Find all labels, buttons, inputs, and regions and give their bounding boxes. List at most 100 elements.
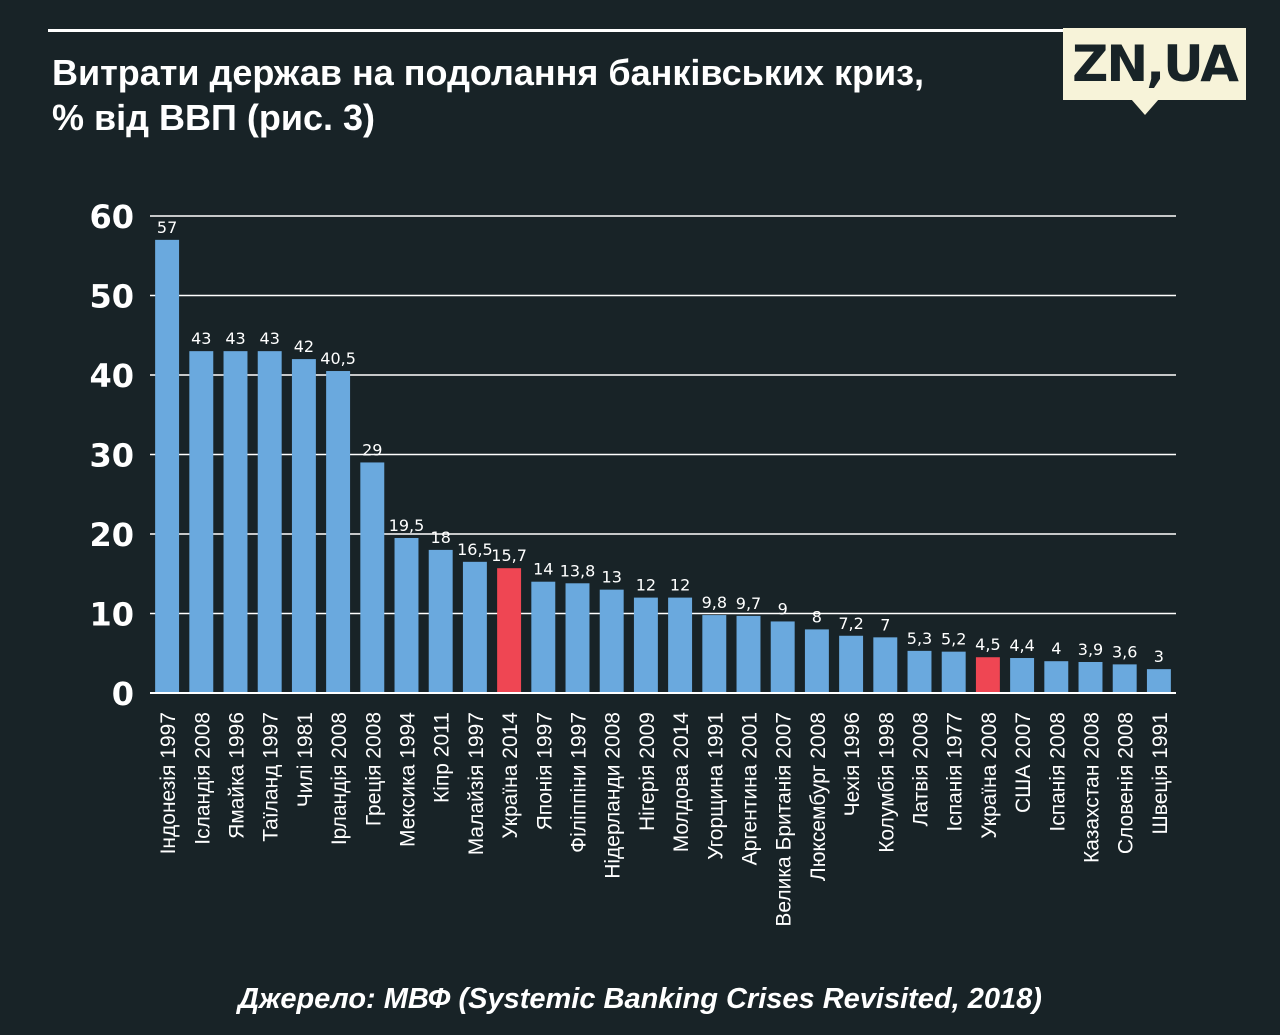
bar (428, 549, 453, 693)
x-tick-label: Ісландія 2008 (191, 712, 214, 845)
x-tick-label: Словенія 2008 (1115, 712, 1138, 854)
bar (291, 359, 316, 693)
chart-title: Витрати держав на подолання банківських … (52, 50, 924, 140)
data-label: 57 (157, 218, 177, 237)
data-label: 43 (225, 329, 245, 348)
data-label: 3 (1154, 647, 1164, 666)
data-label: 7 (880, 615, 890, 634)
y-tick-label: 50 (89, 278, 134, 316)
bar (1078, 661, 1103, 693)
logo-text: ZN,UA (1072, 35, 1239, 93)
data-label: 3,9 (1078, 640, 1103, 659)
bar (804, 629, 829, 693)
y-tick-label: 30 (89, 437, 134, 475)
data-label: 12 (636, 576, 656, 595)
bar (839, 635, 864, 693)
y-tick-label: 60 (89, 198, 134, 236)
data-label: 42 (294, 337, 314, 356)
data-label: 9,8 (702, 593, 727, 612)
data-label: 19,5 (389, 516, 425, 535)
bar (770, 621, 795, 693)
x-tick-label: Малайзія 1997 (465, 712, 488, 855)
x-tick-label: Кіпр 2011 (431, 712, 454, 803)
x-tick-label: Колумбія 1998 (875, 712, 898, 853)
data-label: 5,2 (941, 630, 966, 649)
x-tick-label: Індонезія 1997 (157, 712, 180, 854)
source-note: Джерело: МВФ (Systemic Banking Crises Re… (238, 983, 1042, 1015)
x-tick-label: Молдова 2014 (670, 712, 693, 853)
x-tick-label: Україна 2014 (499, 712, 522, 839)
x-tick-label: Велика Британія 2007 (773, 712, 796, 927)
data-label: 9 (778, 599, 788, 618)
x-tick-label: Україна 2008 (978, 712, 1001, 839)
bar (565, 583, 590, 693)
bar (907, 650, 932, 693)
title-line-1: Витрати держав на подолання банківських … (52, 52, 925, 93)
y-tick-label: 20 (89, 516, 134, 554)
bar (736, 615, 761, 693)
data-label: 5,3 (907, 629, 932, 648)
data-label: 7,2 (838, 614, 863, 633)
data-label: 3,6 (1112, 642, 1137, 661)
data-label: 15,7 (491, 546, 527, 565)
bar (462, 561, 487, 693)
x-tick-label: Казахстан 2008 (1081, 712, 1104, 863)
x-tick-label: Аргентина 2001 (739, 712, 762, 865)
data-label: 4 (1051, 639, 1061, 658)
data-label: 18 (431, 528, 451, 547)
bar (1112, 664, 1137, 693)
bar (1010, 658, 1035, 693)
data-label: 40,5 (320, 349, 356, 368)
bar (257, 351, 282, 693)
data-label: 4,4 (1009, 636, 1034, 655)
y-tick-label: 10 (89, 596, 134, 634)
x-tick-label: Швеція 1991 (1149, 712, 1172, 834)
data-label: 14 (533, 560, 553, 579)
zn-logo: ZN,UA (1063, 28, 1246, 100)
x-tick-label: Нігерія 2009 (636, 712, 659, 831)
x-tick-label: Чилі 1981 (294, 712, 317, 807)
data-label: 43 (191, 329, 211, 348)
bar (189, 351, 214, 693)
x-tick-label: Філіппіни 1997 (568, 712, 591, 853)
data-label: 4,5 (975, 635, 1000, 654)
data-label: 12 (670, 576, 690, 595)
x-tick-label: США 2007 (1012, 712, 1035, 813)
bar (941, 651, 966, 693)
x-tick-label: Мексика 1994 (397, 712, 420, 847)
x-tick-label: Ірландія 2008 (328, 712, 351, 845)
bar (975, 657, 1000, 693)
x-tick-label: Іспанія 1977 (944, 712, 967, 832)
title-line-2: % від ВВП (рис. 3) (52, 97, 376, 138)
bar (360, 462, 385, 693)
top-rule (48, 29, 1068, 32)
bar (326, 371, 351, 693)
data-label: 9,7 (736, 594, 761, 613)
x-tick-label: Чехія 1996 (841, 712, 864, 816)
data-label: 43 (260, 329, 280, 348)
bar (633, 597, 658, 693)
x-tick-label: Японія 1997 (533, 712, 556, 830)
data-label: 13 (602, 568, 622, 587)
data-label: 16,5 (457, 540, 493, 559)
data-label: 13,8 (560, 561, 596, 580)
x-tick-label: Нідерланди 2008 (602, 712, 625, 879)
x-tick-label: Ямайка 1996 (226, 712, 249, 839)
bar (1146, 669, 1171, 693)
bar (223, 351, 248, 693)
bar (668, 597, 693, 693)
bar (599, 589, 624, 693)
bar (702, 615, 727, 693)
x-tick-label: Угорщина 1991 (704, 712, 727, 860)
bar (394, 537, 419, 693)
y-tick-label: 0 (112, 675, 134, 713)
logo-speech-tail (1131, 99, 1159, 115)
bar (497, 568, 522, 693)
bar (155, 239, 180, 693)
x-tick-label: Таїланд 1997 (260, 712, 283, 842)
bar (873, 637, 898, 693)
bar (531, 581, 556, 693)
x-tick-label: Греція 2008 (362, 712, 385, 826)
bar (1044, 661, 1069, 693)
